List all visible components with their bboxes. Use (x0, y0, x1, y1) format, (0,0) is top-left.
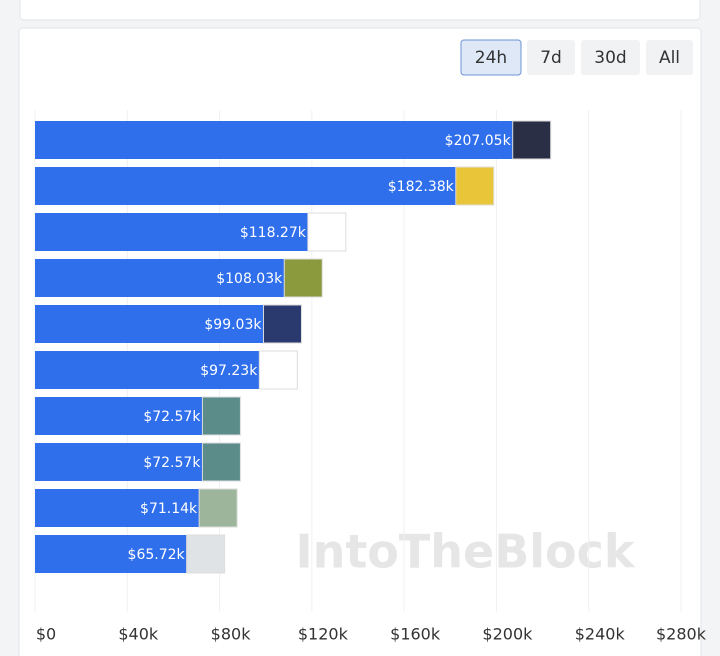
x-tick-label: $280k (656, 625, 707, 644)
value-label: $108.03k (216, 271, 283, 287)
bar (35, 121, 513, 159)
thumbnail (283, 258, 323, 298)
bar (35, 259, 285, 297)
bar (35, 167, 456, 205)
thumbnail (201, 442, 241, 482)
x-tick-label: $200k (482, 625, 533, 644)
range-button[interactable]: 7d (527, 40, 575, 75)
bar (35, 305, 264, 343)
value-label: $207.05k (445, 133, 512, 149)
thumbnail (512, 120, 552, 160)
value-label: $99.03k (204, 317, 262, 333)
range-button[interactable]: All (646, 40, 693, 75)
bar (35, 489, 200, 527)
value-label: $72.57k (143, 455, 201, 471)
button-bg[interactable] (581, 40, 640, 75)
range-button[interactable]: 30d (581, 40, 640, 75)
thumbnail (307, 212, 347, 252)
value-label: $182.38k (388, 179, 455, 195)
value-label: $71.14k (140, 501, 198, 517)
x-tick-label: $160k (390, 625, 441, 644)
thumbnail (201, 396, 241, 436)
button-bg[interactable] (460, 39, 522, 76)
button-bg[interactable] (527, 40, 575, 75)
thumbnail (186, 534, 226, 574)
thumbnail (262, 304, 302, 344)
bar (35, 351, 260, 389)
bar (35, 213, 308, 251)
range-button[interactable]: 24h (460, 39, 522, 76)
bar (35, 443, 203, 481)
thumbnail (455, 166, 495, 206)
watermark: IntoTheBlock (295, 525, 635, 579)
button-label[interactable]: 30d (594, 48, 626, 68)
x-tick-label: $0 (36, 625, 56, 644)
bar (35, 397, 203, 435)
x-tick-label: $80k (211, 625, 252, 644)
thumbnail (258, 350, 298, 390)
x-tick-label: $120k (298, 625, 349, 644)
value-label: $72.57k (143, 409, 201, 425)
bar (35, 535, 187, 573)
value-label: $97.23k (200, 363, 258, 379)
thumbnail (198, 488, 238, 528)
button-label[interactable]: All (659, 48, 680, 68)
x-tick-label: $40k (118, 625, 159, 644)
value-label: $65.72k (128, 547, 186, 563)
value-label: $118.27k (240, 225, 307, 241)
button-label[interactable]: 24h (475, 48, 507, 68)
top-card (19, 0, 701, 21)
button-label[interactable]: 7d (540, 48, 562, 68)
x-tick-label: $240k (575, 625, 626, 644)
button-bg[interactable] (646, 40, 693, 75)
